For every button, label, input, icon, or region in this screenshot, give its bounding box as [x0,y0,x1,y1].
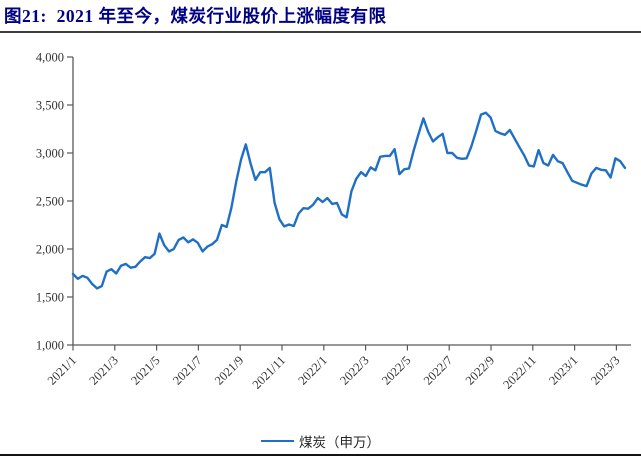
legend-label: 煤炭（申万） [299,435,380,450]
x-axis-tick-label: 2022/7 [421,353,455,387]
line-chart: 4,0003,5003,0002,5002,0001,5001,0002021/… [36,50,631,392]
x-axis-tick-label: 2023/3 [588,353,622,387]
y-axis-tick-label: 2,500 [36,194,64,208]
y-axis-tick-label: 1,500 [36,290,64,304]
x-axis-tick-label: 2021/5 [128,353,162,387]
y-axis-tick-label: 3,000 [36,146,64,160]
legend: 煤炭（申万） [0,431,641,451]
x-axis-tick-label: 2023/1 [546,353,580,387]
y-axis-tick-label: 3,500 [36,98,64,112]
y-axis-tick-label: 1,000 [36,338,64,352]
price-line [71,111,627,290]
bottom-divider [0,454,641,456]
x-axis-tick-label: 2022/9 [463,353,497,387]
x-axis-tick-label: 2021/11 [250,353,289,392]
figure-title: 图21: 2021 年至今，煤炭行业股价上涨幅度有限 [4,6,387,26]
x-axis-tick-label: 2022/11 [500,353,539,392]
legend-line-swatch [261,439,294,443]
title-divider [0,31,641,33]
x-axis-tick-label: 2021/9 [212,353,246,387]
x-axis-tick-label: 2022/5 [379,353,413,387]
y-axis-tick-label: 2,000 [36,242,64,256]
x-axis-tick-label: 2021/3 [86,353,120,387]
y-axis-tick-label: 4,000 [36,50,64,64]
x-axis-tick-label: 2021/7 [170,353,204,387]
x-axis-tick-label: 2021/1 [45,353,79,387]
x-axis-tick-label: 2022/3 [337,353,371,387]
x-axis-tick-label: 2022/1 [295,353,329,387]
